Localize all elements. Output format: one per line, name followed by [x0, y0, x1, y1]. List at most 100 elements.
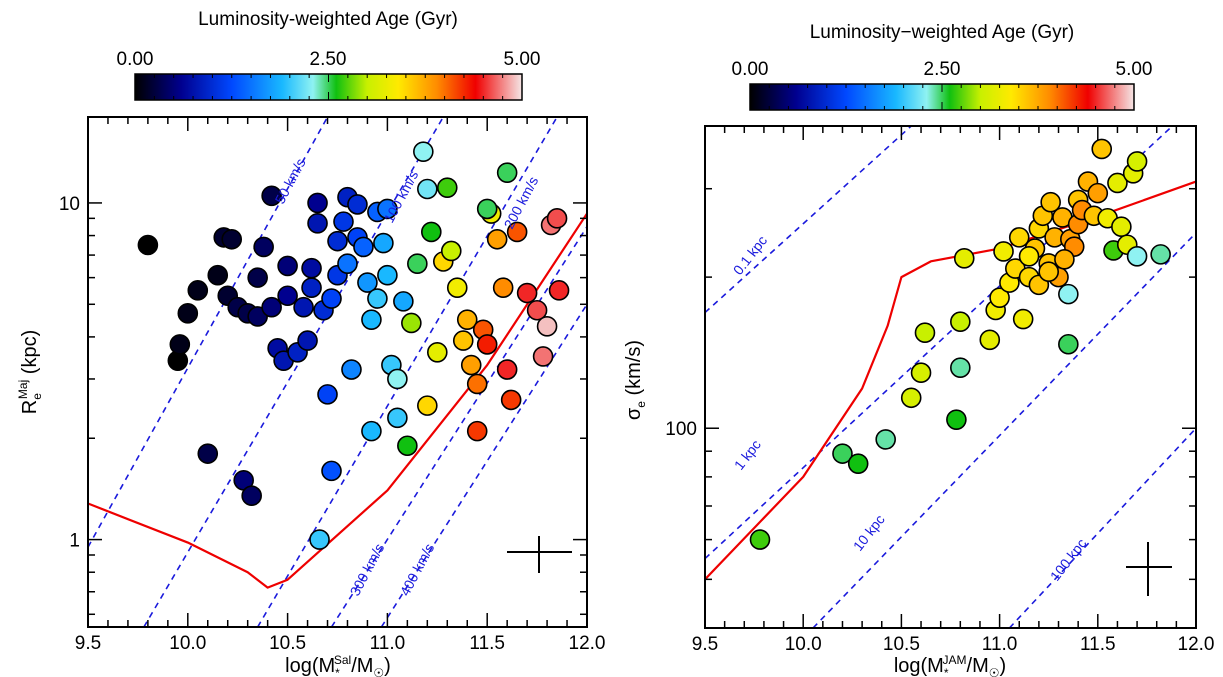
galaxy-point: [496, 359, 518, 380]
galaxy-point: [910, 362, 932, 384]
galaxy-point: [361, 420, 382, 442]
galaxy-point: [914, 322, 936, 343]
right-colorbar-ticks: [749, 84, 1135, 110]
galaxy-point: [476, 198, 498, 220]
galaxy-point: [397, 435, 418, 457]
galaxy-point: [301, 277, 322, 299]
left-axis-ticks: [87, 117, 588, 627]
galaxy-point: [321, 460, 342, 482]
x-tick-label: 10.0: [785, 634, 822, 655]
line-label: 100 km/s: [381, 168, 422, 226]
galaxy-point: [1087, 182, 1109, 204]
galaxy-point: [492, 277, 514, 299]
galaxy-point: [1107, 172, 1128, 194]
galaxy-point: [516, 282, 538, 304]
right-panel: Luminosity−weighted Age (Gyr) 0.00 2.50 …: [623, 22, 1214, 677]
galaxy-point: [353, 236, 374, 258]
line-label: 1 kpc: [731, 437, 764, 473]
galaxy-point: [1008, 227, 1030, 248]
galaxy-point: [946, 409, 967, 430]
galaxy-point: [536, 316, 558, 337]
galaxy-point: [486, 228, 508, 250]
galaxy-point: [1111, 216, 1132, 238]
galaxy-point: [1058, 333, 1079, 355]
x-tick-label: 10.5: [883, 634, 920, 655]
galaxy-point: [993, 241, 1014, 262]
left-x-axis-label: log(M*Sal/M☉): [285, 653, 391, 677]
y-tick-label: 10: [59, 194, 80, 215]
reference-line: [705, 126, 912, 314]
galaxy-point: [293, 296, 314, 318]
right-points: [749, 138, 1171, 550]
left-plot-frame: [87, 116, 588, 628]
x-tick-label: 10.5: [269, 633, 306, 654]
left-colorbar-label-min: 0.00: [117, 49, 154, 70]
left-y-tick-labels: 1 10: [59, 194, 80, 552]
galaxy-point: [749, 529, 771, 550]
galaxy-point: [301, 257, 322, 279]
right-colorbar-title: Luminosity−weighted Age (Gyr): [810, 22, 1075, 43]
galaxy-point: [321, 288, 342, 309]
galaxy-point: [1054, 249, 1075, 270]
y-tick-label: 100: [665, 419, 697, 440]
galaxy-point: [361, 309, 382, 330]
galaxy-point: [261, 185, 282, 207]
line-label: 300 km/s: [347, 541, 388, 599]
right-colorbar-label-max: 5.00: [1116, 59, 1153, 80]
galaxy-point: [327, 230, 348, 252]
galaxy-point: [177, 303, 199, 324]
galaxy-point: [307, 192, 328, 214]
reference-line: [812, 232, 1196, 628]
x-tick-label: 11.5: [1080, 634, 1116, 655]
right-axis-ticks: [704, 125, 1197, 629]
galaxy-point: [950, 311, 971, 333]
x-tick-label: 11.5: [469, 633, 505, 654]
right-x-tick-labels: 9.5 10.0 10.5 11.0 11.5 12.0: [692, 634, 1215, 655]
x-tick-label: 11.0: [982, 634, 1018, 655]
left-colorbar-label-mid: 2.50: [310, 49, 347, 70]
galaxy-point: [1126, 151, 1148, 172]
galaxy-point: [277, 255, 298, 277]
x-tick-label: 9.5: [692, 634, 718, 655]
galaxy-point: [401, 312, 422, 334]
galaxy-point: [341, 359, 362, 380]
right-radius-lines: [705, 126, 1196, 628]
left-points: [137, 141, 570, 550]
galaxy-point: [373, 232, 394, 254]
galaxy-point: [357, 272, 378, 293]
galaxy-point: [417, 178, 438, 200]
left-colorbar-title: Luminosity-weighted Age (Gyr): [198, 9, 458, 30]
x-tick-label: 10.0: [169, 633, 206, 654]
galaxy-point: [466, 373, 488, 395]
left-panel: Luminosity-weighted Age (Gyr) 0.00 2.50 …: [16, 9, 605, 677]
right-y-tick-labels: 100: [665, 419, 697, 440]
galaxy-point: [832, 443, 853, 464]
left-colorbar-ticks: [134, 74, 523, 100]
galaxy-point: [548, 280, 570, 301]
galaxy-point: [456, 309, 478, 330]
right-colorbar-label-min: 0.00: [732, 59, 769, 80]
galaxy-point: [387, 368, 408, 390]
galaxy-point: [1091, 138, 1113, 160]
y-tick-label: 1: [69, 531, 80, 552]
galaxy-point: [309, 529, 330, 550]
galaxy-point: [500, 389, 522, 411]
galaxy-point: [253, 236, 274, 258]
galaxy-point: [1040, 191, 1061, 213]
right-colorbar-label-mid: 2.50: [924, 59, 961, 80]
galaxy-point: [506, 221, 528, 243]
galaxy-point: [377, 264, 398, 286]
galaxy-point: [337, 253, 358, 274]
galaxy-point: [436, 177, 458, 198]
left-velocity-lines: [88, 117, 587, 627]
galaxy-point: [261, 296, 282, 318]
left-colorbar-label-max: 5.00: [504, 49, 541, 70]
galaxy-point: [1126, 246, 1148, 267]
reference-line: [380, 303, 587, 627]
line-label: 100 kpc: [1047, 535, 1090, 584]
left-y-axis-label: ReMaj (kpc): [16, 330, 44, 414]
galaxy-point: [387, 407, 408, 429]
line-label: 10 kpc: [850, 511, 888, 553]
reference-line: [330, 226, 587, 627]
galaxy-point: [446, 277, 468, 299]
